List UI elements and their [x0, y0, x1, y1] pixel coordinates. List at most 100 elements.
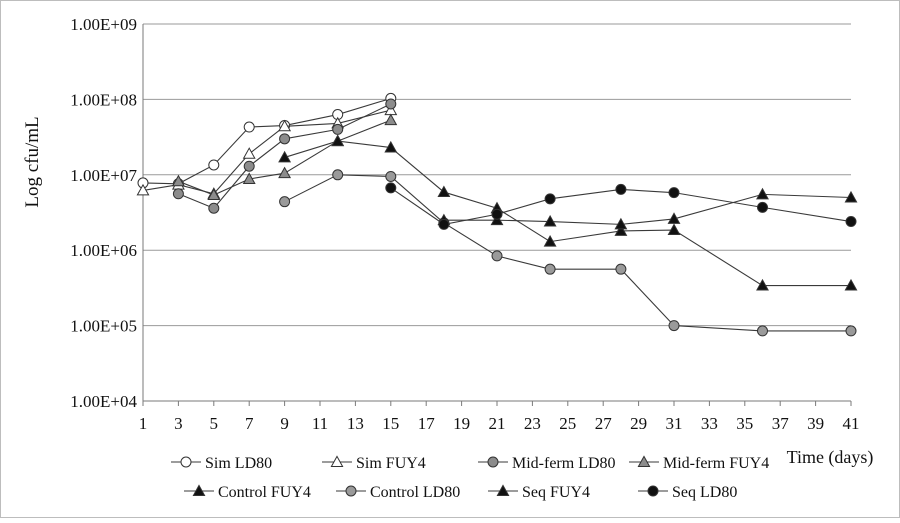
legend-marker: [345, 485, 357, 497]
data-point: [614, 224, 628, 236]
axes: 1.00E+04 1.00E+05 1.00E+06 1.00E+07 1.00E+08…: [70, 15, 859, 433]
data-point: [438, 218, 450, 230]
data-point: [243, 160, 255, 172]
legend-marker: [496, 484, 510, 496]
data-point: [667, 212, 681, 224]
legend-item-control-ld80: Control LD80: [336, 484, 460, 501]
y-tick-label: 1.00E+07: [70, 166, 137, 185]
x-tick-label: 1: [139, 414, 148, 433]
data-point: [279, 196, 291, 208]
data-point: [208, 202, 220, 214]
legend-marker: [192, 484, 206, 496]
data-point: [208, 159, 220, 171]
data-point: [332, 123, 344, 135]
x-tick-label: 19: [453, 414, 470, 433]
data-point: [491, 250, 503, 262]
data-point: [437, 185, 451, 198]
data-point: [172, 188, 184, 200]
x-tick-label: 9: [280, 414, 289, 433]
legend-marker: [330, 455, 344, 467]
data-point: [844, 278, 858, 291]
data-point: [385, 170, 397, 182]
legend-label: Control FUY4: [218, 484, 311, 501]
y-tick-label: 1.00E+05: [70, 317, 137, 336]
x-tick-label: 41: [843, 414, 860, 433]
data-point: [667, 223, 681, 236]
data-point: [757, 325, 768, 337]
data-point: [243, 121, 255, 133]
data-point: [615, 183, 627, 195]
x-tick-label: 29: [630, 414, 647, 433]
x-tick-label: 25: [559, 414, 576, 433]
series-line: [178, 119, 392, 196]
legend-label: Sim FUY4: [356, 455, 426, 472]
series-seq-ld80: [385, 182, 857, 230]
data-point: [543, 214, 557, 227]
data-point: [756, 187, 769, 200]
data-point: [171, 174, 185, 187]
data-point: [207, 188, 221, 200]
x-tick-label: 27: [595, 414, 613, 433]
data-point: [279, 133, 291, 145]
x-tick-label: 13: [347, 414, 364, 433]
data-point: [278, 119, 292, 132]
data-point: [384, 113, 398, 126]
legend: Sim LD80 Sim FUY4 Mid-ferm LD80 Mid-ferm FU…: [171, 455, 769, 501]
legend-label: Sim LD80: [205, 455, 272, 472]
x-tick-label: 37: [772, 414, 790, 433]
x-tick-label: 11: [312, 414, 328, 433]
legend-item-sim-fuy4: Sim FUY4: [322, 455, 426, 472]
legend-item-mid-ferm-ld80: Mid-ferm LD80: [478, 455, 616, 472]
data-point: [544, 193, 556, 205]
legend-item-control-fuy4: Control FUY4: [184, 484, 311, 501]
legend-item-seq-fuy4: Seq FUY4: [488, 484, 590, 501]
data-point: [491, 208, 503, 220]
legend-label: Seq FUY4: [522, 484, 590, 501]
y-tick-label: 1.00E+04: [70, 392, 137, 411]
y-axis-title: Log cfu/mL: [22, 116, 43, 207]
data-point: [615, 263, 627, 275]
x-tick-label: 23: [524, 414, 541, 433]
x-axis-title: Time (days): [787, 447, 874, 468]
series-group: [136, 92, 858, 337]
data-point: [845, 216, 857, 228]
data-point: [385, 182, 397, 194]
legend-label: Control LD80: [370, 484, 460, 501]
x-tick-label: 21: [489, 414, 506, 433]
x-tick-label: 7: [245, 414, 254, 433]
series-line: [390, 187, 852, 225]
data-point: [384, 140, 398, 153]
x-tick-label: 35: [736, 414, 753, 433]
y-tick-label: 1.00E+09: [70, 15, 137, 34]
legend-item-sim-ld80: Sim LD80: [171, 455, 272, 472]
data-point: [332, 169, 344, 181]
legend-label: Seq LD80: [672, 484, 737, 501]
series-line: [284, 174, 851, 332]
data-point: [242, 172, 256, 184]
x-tick-label: 39: [807, 414, 824, 433]
legend-marker: [487, 456, 499, 468]
y-tick-label: 1.00E+08: [70, 90, 137, 109]
x-tick-label: 17: [418, 414, 436, 433]
data-point: [668, 320, 680, 332]
data-point: [242, 147, 256, 159]
series-control-fuy4: [278, 134, 858, 291]
x-tick-label: 5: [210, 414, 219, 433]
legend-label: Mid-ferm FUY4: [663, 455, 769, 472]
data-point: [278, 150, 292, 163]
data-point: [845, 325, 857, 337]
data-point: [614, 217, 628, 230]
legend-marker: [180, 456, 192, 468]
data-point: [756, 278, 769, 291]
x-tick-label: 15: [382, 414, 399, 433]
series-mid-ferm-ld80: [172, 98, 397, 214]
data-point: [668, 187, 680, 199]
x-tick-label: 33: [701, 414, 718, 433]
data-point: [544, 263, 556, 275]
series-line: [284, 140, 851, 287]
data-point: [757, 201, 768, 213]
data-point: [136, 183, 150, 196]
